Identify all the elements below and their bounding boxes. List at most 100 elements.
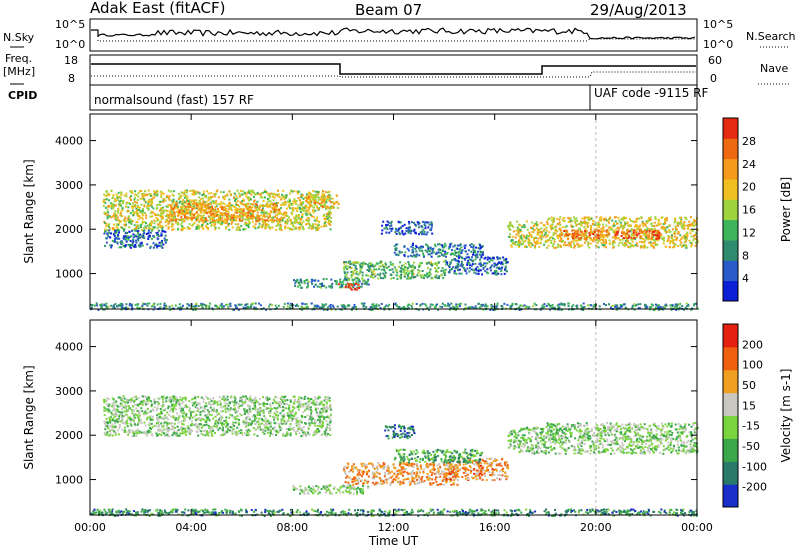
power-cell [436, 270, 439, 273]
power-cell [171, 193, 174, 196]
power-cell [430, 229, 433, 232]
power-cell [409, 270, 412, 273]
power-cell [615, 308, 618, 311]
power-cell [412, 242, 414, 245]
power-cell [550, 239, 553, 242]
power-cell [500, 262, 502, 265]
power-cell [181, 225, 184, 228]
power-cell [293, 198, 296, 201]
power-cell [340, 308, 343, 311]
power-cell [329, 306, 332, 309]
power-cell [457, 251, 460, 254]
power-cell [685, 236, 688, 239]
power-cell [684, 234, 687, 237]
power-cell [449, 245, 452, 247]
power-cell [181, 227, 184, 229]
power-cell [682, 244, 685, 247]
power-cell [435, 270, 437, 273]
power-cell [241, 209, 244, 212]
power-cell [181, 221, 184, 224]
power-cell [223, 221, 226, 224]
power-cell [230, 222, 233, 225]
power-cell [201, 305, 203, 308]
power-cell [177, 218, 180, 221]
power-cell [434, 267, 437, 270]
power-cell [611, 304, 614, 307]
power-cell [160, 194, 163, 196]
power-cell [357, 282, 360, 285]
power-cell [306, 201, 309, 204]
power-cell [119, 199, 122, 202]
power-cell [454, 259, 457, 261]
power-cell [357, 273, 360, 276]
power-cell [306, 285, 309, 288]
power-cell [300, 281, 303, 284]
power-cell [128, 226, 131, 229]
power-cell [133, 200, 136, 203]
power-cell [509, 233, 512, 236]
power-cell [254, 210, 257, 212]
power-cell [271, 226, 274, 229]
power-cell [316, 228, 319, 231]
power-cell [388, 231, 391, 234]
power-cell [278, 221, 281, 224]
power-cell [549, 225, 552, 228]
power-cell [412, 230, 415, 233]
power-cell [245, 205, 248, 208]
power-cell [368, 262, 371, 265]
power-cell [303, 282, 306, 285]
power-cell [188, 304, 190, 307]
power-cell [383, 269, 386, 272]
power-cell [118, 304, 120, 307]
power-cell [536, 229, 539, 232]
power-cell [401, 264, 404, 267]
power-cell [323, 201, 326, 204]
power-cell [412, 276, 415, 279]
power-cell [231, 204, 234, 207]
power-cell [229, 302, 232, 305]
power-cell [494, 264, 496, 266]
power-cell [595, 229, 598, 232]
power-cell [211, 213, 214, 216]
power-cell [603, 303, 605, 305]
power-cell [601, 243, 604, 246]
power-cell [186, 189, 189, 192]
power-cell [292, 304, 295, 307]
power-cell [183, 210, 186, 213]
power-cell [600, 227, 603, 230]
power-cell [202, 193, 205, 196]
power-cell [219, 223, 222, 226]
power-cell [563, 230, 566, 232]
power-cell [235, 216, 237, 219]
power-cell [191, 202, 194, 205]
power-cell [565, 225, 568, 228]
power-cell [221, 207, 224, 210]
power-cell [197, 208, 200, 211]
power-cell [393, 245, 396, 248]
power-cell [431, 303, 434, 306]
noise-sky-trace [91, 27, 696, 40]
power-cell [682, 222, 685, 225]
power-cell [169, 209, 172, 212]
power-cell [646, 221, 649, 224]
power-cell [176, 223, 179, 226]
power-cell [108, 229, 111, 232]
power-cell [170, 218, 173, 221]
power-cell [143, 198, 146, 201]
power-cell [152, 197, 155, 199]
power-cell [543, 224, 546, 227]
power-cell [650, 235, 653, 238]
power-cell [397, 229, 400, 232]
power-cell [659, 222, 662, 225]
power-cell [428, 308, 430, 311]
power-cell [294, 282, 297, 285]
power-cell [348, 286, 351, 289]
power-cell [214, 228, 217, 231]
velocity-cell [219, 403, 222, 406]
power-cell [191, 213, 194, 216]
power-cell [260, 225, 263, 228]
power-cell [170, 222, 173, 225]
power-cell [218, 215, 221, 217]
power-cell [289, 220, 292, 223]
